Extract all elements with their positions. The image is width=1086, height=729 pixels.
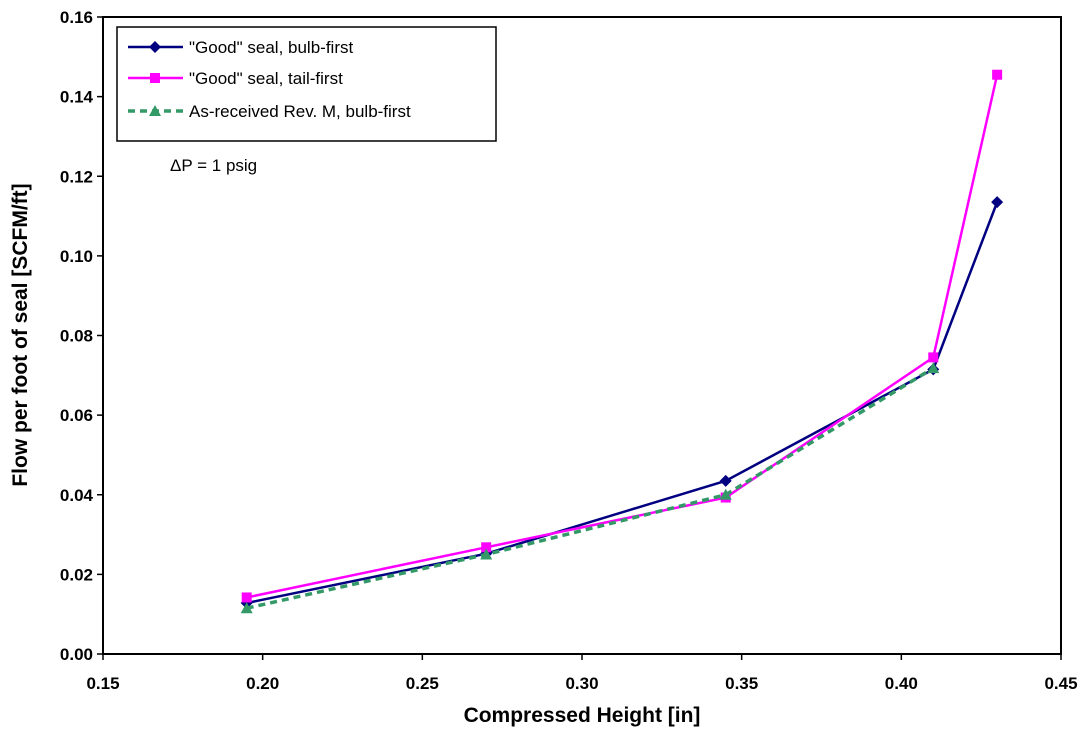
x-tick-label: 0.30: [565, 674, 598, 693]
legend-marker-triangle: [149, 105, 161, 116]
y-axis-title: Flow per foot of seal [SCFM/ft]: [9, 183, 32, 486]
data-point-triangle: [719, 488, 732, 500]
data-point-triangle: [927, 362, 940, 374]
legend-item: As-received Rev. M, bulb-first: [128, 102, 411, 121]
data-point-diamond: [719, 474, 732, 487]
data-point-square: [241, 592, 252, 603]
x-tick-label: 0.15: [86, 674, 119, 693]
legend-marker-square: [150, 73, 160, 83]
y-tick-label: 0.00: [60, 645, 93, 664]
delta-p-annotation: ΔP = 1 psig: [170, 156, 257, 175]
legend-label: "Good" seal, bulb-first: [189, 38, 353, 57]
legend-item: "Good" seal, bulb-first: [128, 38, 353, 57]
series-triangle: [240, 362, 940, 614]
data-point-square: [992, 69, 1003, 80]
y-tick-label: 0.10: [60, 247, 93, 266]
legend-items: "Good" seal, bulb-first "Good" seal, tail…: [128, 38, 411, 121]
x-tick-label: 0.20: [246, 674, 279, 693]
data-point-triangle: [240, 602, 253, 614]
data-point-square: [481, 542, 492, 553]
series-line: [246, 366, 935, 610]
data-point-square: [928, 352, 939, 363]
x-axis: 0.15 0.20 0.25 0.30 0.35 0.40 0.45: [86, 654, 1078, 693]
y-tick-label: 0.16: [60, 8, 93, 27]
y-tick-label: 0.14: [60, 88, 94, 107]
y-axis: 0.00 0.02 0.04 0.06 0.08 0.10 0.12 0.14 0.16: [60, 8, 103, 664]
x-tick-label: 0.45: [1044, 674, 1077, 693]
x-tick-label: 0.25: [406, 674, 439, 693]
x-tick-label: 0.40: [885, 674, 918, 693]
data-point-triangle: [480, 548, 493, 560]
y-tick-label: 0.02: [60, 565, 93, 584]
y-tick-label: 0.06: [60, 406, 93, 425]
legend-item: "Good" seal, tail-first: [128, 69, 343, 88]
legend-label: "Good" seal, tail-first: [189, 69, 343, 88]
series-layer: [240, 69, 1004, 614]
legend-marker-diamond: [149, 41, 161, 53]
x-axis-title: Compressed Height [in]: [464, 704, 701, 727]
legend-label: As-received Rev. M, bulb-first: [189, 102, 411, 121]
y-tick-label: 0.08: [60, 327, 93, 346]
y-tick-label: 0.04: [60, 486, 94, 505]
legend: "Good" seal, bulb-first "Good" seal, tail…: [116, 26, 497, 142]
data-point-diamond: [991, 196, 1004, 209]
y-tick-label: 0.12: [60, 167, 93, 186]
x-tick-label: 0.35: [725, 674, 758, 693]
